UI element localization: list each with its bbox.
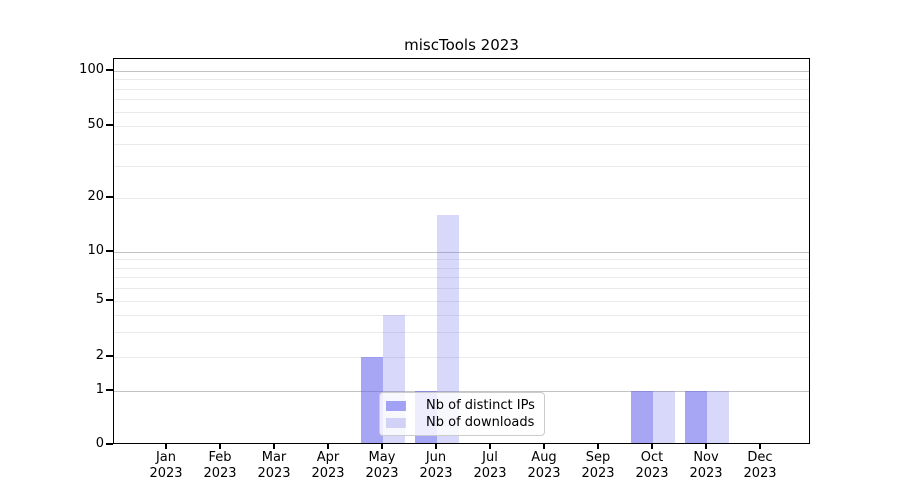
y-tick-label-50: 50	[87, 117, 104, 132]
gridline-minor	[114, 288, 809, 290]
x-tick-label-oct: Oct 2023	[635, 450, 669, 481]
bar-downloads-jun	[437, 215, 459, 443]
y-tick-mark	[106, 355, 113, 357]
bar-distinct-ips-may	[361, 357, 383, 443]
legend-item-distinct-ips: Nb of distinct IPs	[386, 397, 536, 414]
x-tick-label-aug: Aug 2023	[527, 450, 561, 481]
x-tick-mark	[705, 444, 707, 449]
gridline-minor	[114, 111, 809, 113]
x-tick-mark	[327, 444, 329, 449]
y-tick-mark	[106, 69, 113, 71]
gridline-minor	[114, 259, 809, 261]
legend-item-downloads: Nb of downloads	[386, 414, 536, 431]
gridline-major	[114, 71, 809, 72]
x-tick-label-apr: Apr 2023	[311, 450, 345, 481]
y-tick-mark	[106, 299, 113, 301]
legend: Nb of distinct IPs Nb of downloads	[379, 392, 545, 436]
x-tick-label-jul: Jul 2023	[473, 450, 507, 481]
legend-label-distinct-ips: Nb of distinct IPs	[426, 398, 535, 413]
bar-distinct-ips-oct	[631, 391, 653, 443]
x-tick-mark	[165, 444, 167, 449]
x-tick-label-dec: Dec 2023	[743, 450, 777, 481]
gridline-minor	[114, 99, 809, 101]
gridline-minor	[114, 88, 809, 90]
x-tick-mark	[219, 444, 221, 449]
x-tick-mark	[597, 444, 599, 449]
x-tick-label-nov: Nov 2023	[689, 450, 723, 481]
plot-area	[113, 58, 810, 444]
y-tick-mark	[106, 250, 113, 252]
y-tick-label-10: 10	[87, 243, 104, 258]
x-tick-label-feb: Feb 2023	[203, 450, 237, 481]
chart-title: miscTools 2023	[404, 36, 519, 54]
y-tick-label-20: 20	[87, 189, 104, 204]
y-tick-mark	[106, 443, 113, 445]
y-tick-label-1: 1	[95, 382, 104, 397]
legend-label-downloads: Nb of downloads	[426, 415, 535, 430]
y-tick-label-2: 2	[95, 348, 104, 363]
gridline-minor	[114, 79, 809, 81]
x-tick-label-sep: Sep 2023	[581, 450, 615, 481]
y-tick-label-100: 100	[79, 62, 104, 77]
gridline-minor	[114, 166, 809, 168]
x-tick-mark	[543, 444, 545, 449]
gridline-minor	[114, 143, 809, 145]
gridline-major	[114, 252, 809, 253]
gridline-minor	[114, 198, 809, 199]
gridline-minor	[114, 314, 809, 316]
x-tick-mark	[489, 444, 491, 449]
y-tick-mark	[106, 196, 113, 198]
gridline-minor	[114, 301, 809, 302]
y-tick-mark	[106, 124, 113, 126]
y-tick-label-0: 0	[95, 436, 104, 451]
legend-swatch-distinct-ips	[386, 400, 406, 411]
y-tick-label-5: 5	[95, 292, 104, 307]
gridline-minor	[114, 267, 809, 269]
legend-swatch-downloads	[386, 417, 406, 428]
bar-distinct-ips-nov	[685, 391, 707, 443]
x-tick-mark	[651, 444, 653, 449]
x-tick-label-jan: Jan 2023	[149, 450, 183, 481]
gridline-minor	[114, 332, 809, 334]
bar-downloads-nov	[707, 391, 729, 443]
x-tick-label-jun: Jun 2023	[419, 450, 453, 481]
bar-downloads-oct	[653, 391, 675, 443]
gridline-minor	[114, 357, 809, 358]
x-tick-mark	[759, 444, 761, 449]
gridline-minor	[114, 277, 809, 279]
x-tick-mark	[435, 444, 437, 449]
y-tick-mark	[106, 389, 113, 391]
x-tick-label-mar: Mar 2023	[257, 450, 291, 481]
gridline-major	[114, 391, 809, 392]
x-tick-mark	[273, 444, 275, 449]
x-tick-mark	[381, 444, 383, 449]
gridline-minor	[114, 126, 809, 127]
x-tick-label-may: May 2023	[365, 450, 399, 481]
